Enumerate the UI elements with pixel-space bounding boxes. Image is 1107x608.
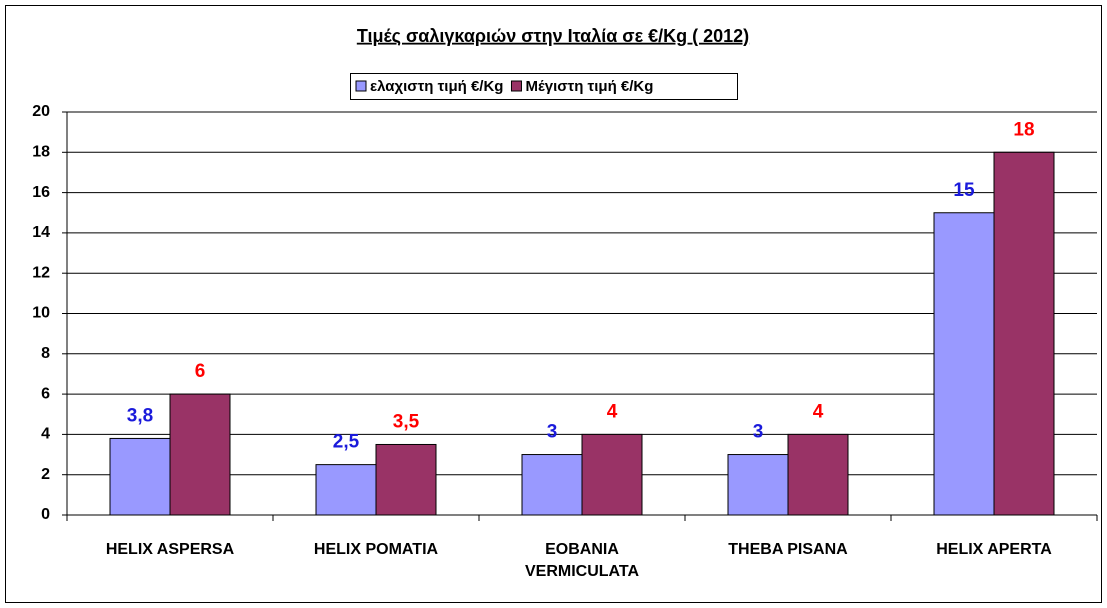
bar: [169, 393, 231, 516]
legend-swatch: [355, 80, 367, 92]
y-tick-label: 4: [41, 426, 50, 443]
y-tick-label: 20: [32, 103, 50, 120]
y-tick-label: 10: [32, 305, 50, 322]
y-tick-label: 6: [41, 385, 50, 402]
bar: [315, 464, 377, 516]
bar: [933, 212, 995, 516]
value-label: 18: [1013, 119, 1034, 140]
x-tick-label: EOBANIA VERMICULATA: [524, 541, 640, 580]
value-label: 3: [547, 422, 558, 443]
legend-box: [350, 73, 738, 100]
y-tick-label: 2: [41, 466, 50, 483]
bar: [375, 443, 437, 516]
bar: [581, 433, 643, 516]
value-label: 4: [607, 401, 618, 422]
bar: [727, 454, 789, 516]
value-label: 6: [195, 361, 206, 382]
value-label: 3: [753, 422, 764, 443]
value-label: 3,5: [393, 411, 420, 432]
y-tick-label: 14: [32, 224, 50, 241]
y-tick-label: 12: [32, 264, 50, 281]
bar: [787, 433, 849, 516]
bar: [109, 437, 171, 516]
value-label: 2,5: [333, 432, 360, 453]
legend-swatch: [510, 80, 522, 92]
x-tick-label: HELIX ASPERSA: [105, 541, 235, 558]
y-tick-label: 16: [32, 184, 50, 201]
value-label: 3,8: [127, 405, 153, 426]
x-tick-label: HELIX APERTA: [936, 541, 1052, 558]
y-tick-label: 18: [32, 144, 50, 161]
y-tick-label: 8: [41, 345, 50, 362]
value-label: 15: [953, 180, 975, 201]
legend-label: Μέγιστη τιμή €/Kg: [525, 78, 653, 95]
x-tick-label: THEBA PISANA: [728, 541, 848, 558]
bar: [993, 151, 1055, 516]
x-tick-label: HELIX POMATIA: [313, 541, 439, 558]
chart-title: Τιμές σαλιγκαριών στην Ιταλία σε €/Kg ( …: [357, 26, 749, 46]
bar: [521, 454, 583, 516]
legend-label: ελαχιστη τιμή €/Kg: [370, 78, 503, 95]
value-label: 4: [813, 401, 824, 422]
y-tick-label: 0: [41, 506, 50, 523]
